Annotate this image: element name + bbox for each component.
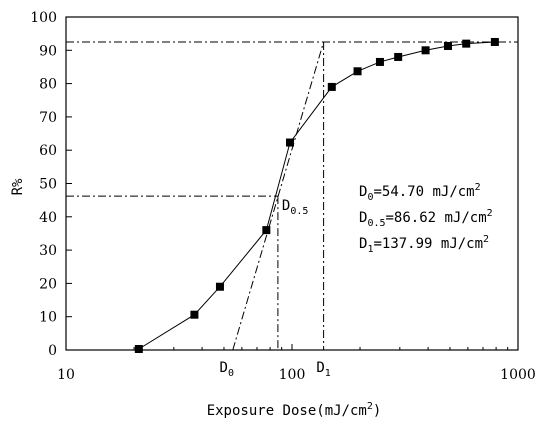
data-point xyxy=(375,57,384,66)
annotation-d1: D1=137.99 mJ/cm2 xyxy=(359,234,489,255)
y-tick-label: 70 xyxy=(39,110,57,126)
data-point xyxy=(190,310,199,319)
annotation-d05: D0.5=86.62 mJ/cm2 xyxy=(359,208,493,229)
data-point xyxy=(421,46,430,55)
data-point xyxy=(462,39,471,48)
data-point xyxy=(327,82,336,91)
y-tick-label: 40 xyxy=(39,210,57,226)
y-tick-label: 80 xyxy=(39,77,57,93)
dose-markers: D0 D1 D0.5 xyxy=(220,198,331,379)
annotation-d0: D0=54.70 mJ/cm2 xyxy=(359,182,481,203)
data-point xyxy=(262,226,271,235)
x-tick-label: 1000 xyxy=(500,367,536,383)
x-tick-label: 10 xyxy=(57,367,75,383)
tangent-line xyxy=(232,41,325,351)
y-tick-label: 50 xyxy=(39,177,57,193)
y-tick-label: 20 xyxy=(39,276,57,292)
data-point xyxy=(286,138,295,147)
data-point xyxy=(353,67,362,76)
data-point xyxy=(134,345,143,354)
data-annotations: D0=54.70 mJ/cm2 D0.5=86.62 mJ/cm2 D1=137… xyxy=(359,182,493,255)
y-tick-label: 10 xyxy=(39,310,57,326)
y-tick-label: 100 xyxy=(30,10,57,26)
data-point xyxy=(394,52,403,61)
y-tick-label: 0 xyxy=(48,343,57,359)
data-point xyxy=(490,37,499,46)
d0-label: D0 xyxy=(220,360,234,379)
data-points xyxy=(134,37,499,354)
y-axis-title: R% xyxy=(10,178,26,195)
d05-label: D0.5 xyxy=(282,198,309,217)
y-tick-label: 60 xyxy=(39,143,57,159)
y-tick-label: 90 xyxy=(39,43,57,59)
x-tick-label: 100 xyxy=(279,367,306,383)
reference-lines xyxy=(66,41,518,351)
x-axis-title: Exposure Dose(mJ/cm2) xyxy=(207,401,382,419)
axis-titles: R% Exposure Dose(mJ/cm2) xyxy=(10,178,381,419)
y-tick-label: 30 xyxy=(39,243,57,259)
data-point xyxy=(215,282,224,291)
d1-label: D1 xyxy=(316,360,330,379)
data-point xyxy=(443,41,452,50)
